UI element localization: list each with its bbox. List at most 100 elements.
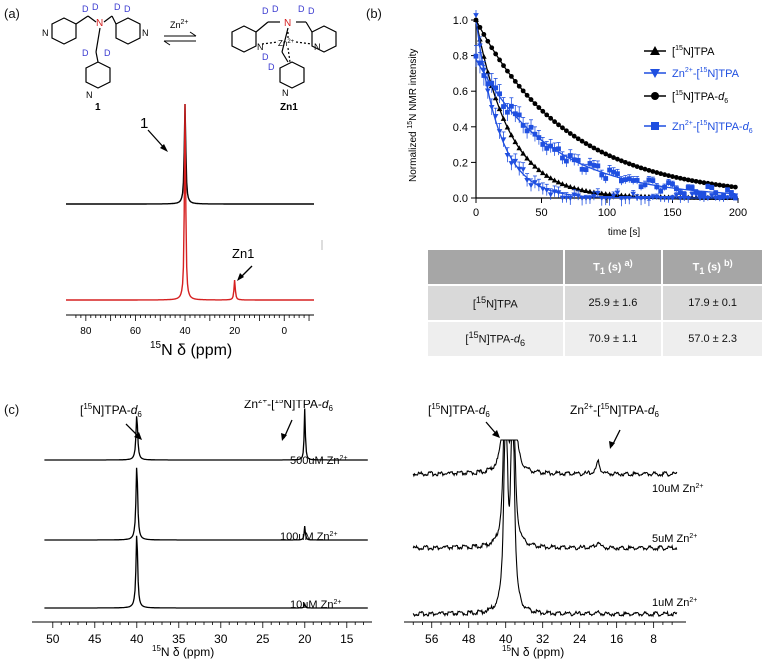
- data-point: [500, 137, 507, 143]
- data-point: [485, 81, 491, 87]
- data-point: [497, 91, 502, 97]
- data-point: [575, 136, 581, 142]
- tick-label: 60: [130, 326, 142, 337]
- data-point: [555, 179, 562, 185]
- bound-label-c-left: Zn2+-[15N]TPA-d6: [244, 400, 334, 413]
- data-point: [657, 196, 664, 201]
- data-point: [677, 175, 683, 181]
- tick-label: 16: [610, 632, 624, 646]
- legend-item-zn-tpa-d6: Zn2+-[15N]TPA-d6: [644, 120, 753, 135]
- table-header-row: T1 (s) a) T1 (s) b): [428, 250, 762, 285]
- series-1: [473, 10, 739, 207]
- data-point: [575, 157, 581, 163]
- data-point: [654, 184, 660, 190]
- conc-label: 10uM Zn2+: [652, 483, 703, 495]
- data-point: [650, 178, 656, 183]
- molecule-1-deuterium: D D D D D D: [82, 2, 131, 58]
- data-point: [665, 196, 672, 201]
- decay-plot: 0.0 0.2 0.4 0.6 0.8 1.0 0 50 100 150 200: [453, 10, 747, 219]
- data-point: [602, 196, 609, 201]
- tick-label: 40: [499, 632, 513, 646]
- data-point: [709, 193, 715, 199]
- data-point: [528, 124, 534, 130]
- spectrum-trace: [44, 535, 368, 609]
- tick-label: 40: [130, 632, 144, 646]
- data-point: [473, 17, 479, 23]
- circle-marker-icon: [651, 92, 659, 100]
- arrow-head: [160, 144, 168, 152]
- data-point: [729, 184, 734, 190]
- arrow-head: [609, 441, 615, 449]
- data-point: [563, 158, 569, 164]
- data-point: [614, 190, 621, 196]
- data-point: [492, 114, 499, 120]
- data-point: [548, 115, 554, 121]
- data-point: [697, 196, 703, 201]
- data-point: [579, 138, 585, 144]
- data-point: [567, 183, 574, 189]
- tick-label: 35: [172, 632, 186, 646]
- pyridine-n-label: N: [282, 88, 289, 98]
- data-point: [646, 167, 652, 173]
- data-point: [591, 145, 597, 151]
- data-point: [501, 104, 506, 109]
- data-point: [674, 186, 679, 192]
- tick-label: 56: [425, 632, 439, 646]
- x-tick-label: 100: [598, 207, 616, 219]
- decay-chart: 0.0 0.2 0.4 0.6 0.8 1.0 0 50 100 150 200 Normalize…: [407, 10, 753, 238]
- data-point: [508, 161, 515, 167]
- data-point: [489, 80, 495, 86]
- reagent-label: Zn2+: [170, 19, 189, 30]
- data-point: [661, 196, 668, 201]
- data-point: [607, 167, 613, 173]
- data-point: [670, 174, 675, 179]
- data-point: [728, 194, 735, 200]
- data-point: [547, 192, 554, 198]
- data-point: [598, 190, 605, 196]
- svg-text:[15N]TPA-d6: [15N]TPA-d6: [672, 90, 728, 105]
- data-point: [520, 150, 526, 156]
- spectrum-trace: [44, 408, 368, 461]
- y-tick-label: 0.4: [453, 122, 468, 134]
- data-point: [685, 185, 691, 190]
- data-point: [497, 57, 502, 63]
- x-axis-title-b: time [s]: [608, 227, 640, 238]
- y-tick-label: 0.8: [453, 51, 468, 63]
- data-point: [689, 185, 695, 191]
- data-point: [528, 97, 534, 102]
- data-point: [681, 191, 687, 197]
- data-point: [567, 153, 573, 158]
- data-point: [579, 166, 585, 172]
- data-point: [540, 142, 546, 147]
- data-point: [493, 51, 499, 57]
- data-point: [563, 195, 570, 201]
- data-point: [567, 131, 573, 136]
- tick-label: 32: [536, 632, 550, 646]
- amine-n-label: N: [96, 18, 103, 29]
- legend-b: [15N]TPA Zn2+-[15N]TPA [15N]TPA-d6 Zn2+-…: [644, 45, 753, 135]
- table-header-t1-b: T1 (s) b): [661, 250, 762, 285]
- spectrum-trace: [412, 439, 678, 552]
- data-point: [536, 167, 542, 173]
- tick-label: 45: [88, 632, 102, 646]
- data-point: [505, 109, 510, 115]
- data-point: [701, 192, 707, 198]
- data-point: [571, 157, 577, 163]
- data-point: [481, 73, 487, 78]
- data-point: [717, 182, 723, 188]
- arrow-head: [492, 430, 500, 438]
- data-point: [520, 123, 526, 128]
- data-point: [705, 184, 711, 189]
- data-point: [701, 196, 707, 201]
- tick-label: 15: [340, 632, 354, 646]
- free-label-c-right: [15N]TPA-d6: [428, 402, 490, 419]
- data-point: [626, 161, 632, 167]
- data-point: [713, 182, 719, 187]
- data-point: [599, 172, 605, 178]
- conc-label: 5uM Zn2+: [652, 533, 697, 545]
- data-point: [638, 196, 644, 201]
- data-point: [524, 178, 530, 184]
- reaction-scheme: D D D D D D N N N N 1 Zn2+ D D D D D D: [42, 2, 337, 112]
- conc-label: 10uM Zn2+: [290, 599, 341, 611]
- data-point: [477, 43, 483, 49]
